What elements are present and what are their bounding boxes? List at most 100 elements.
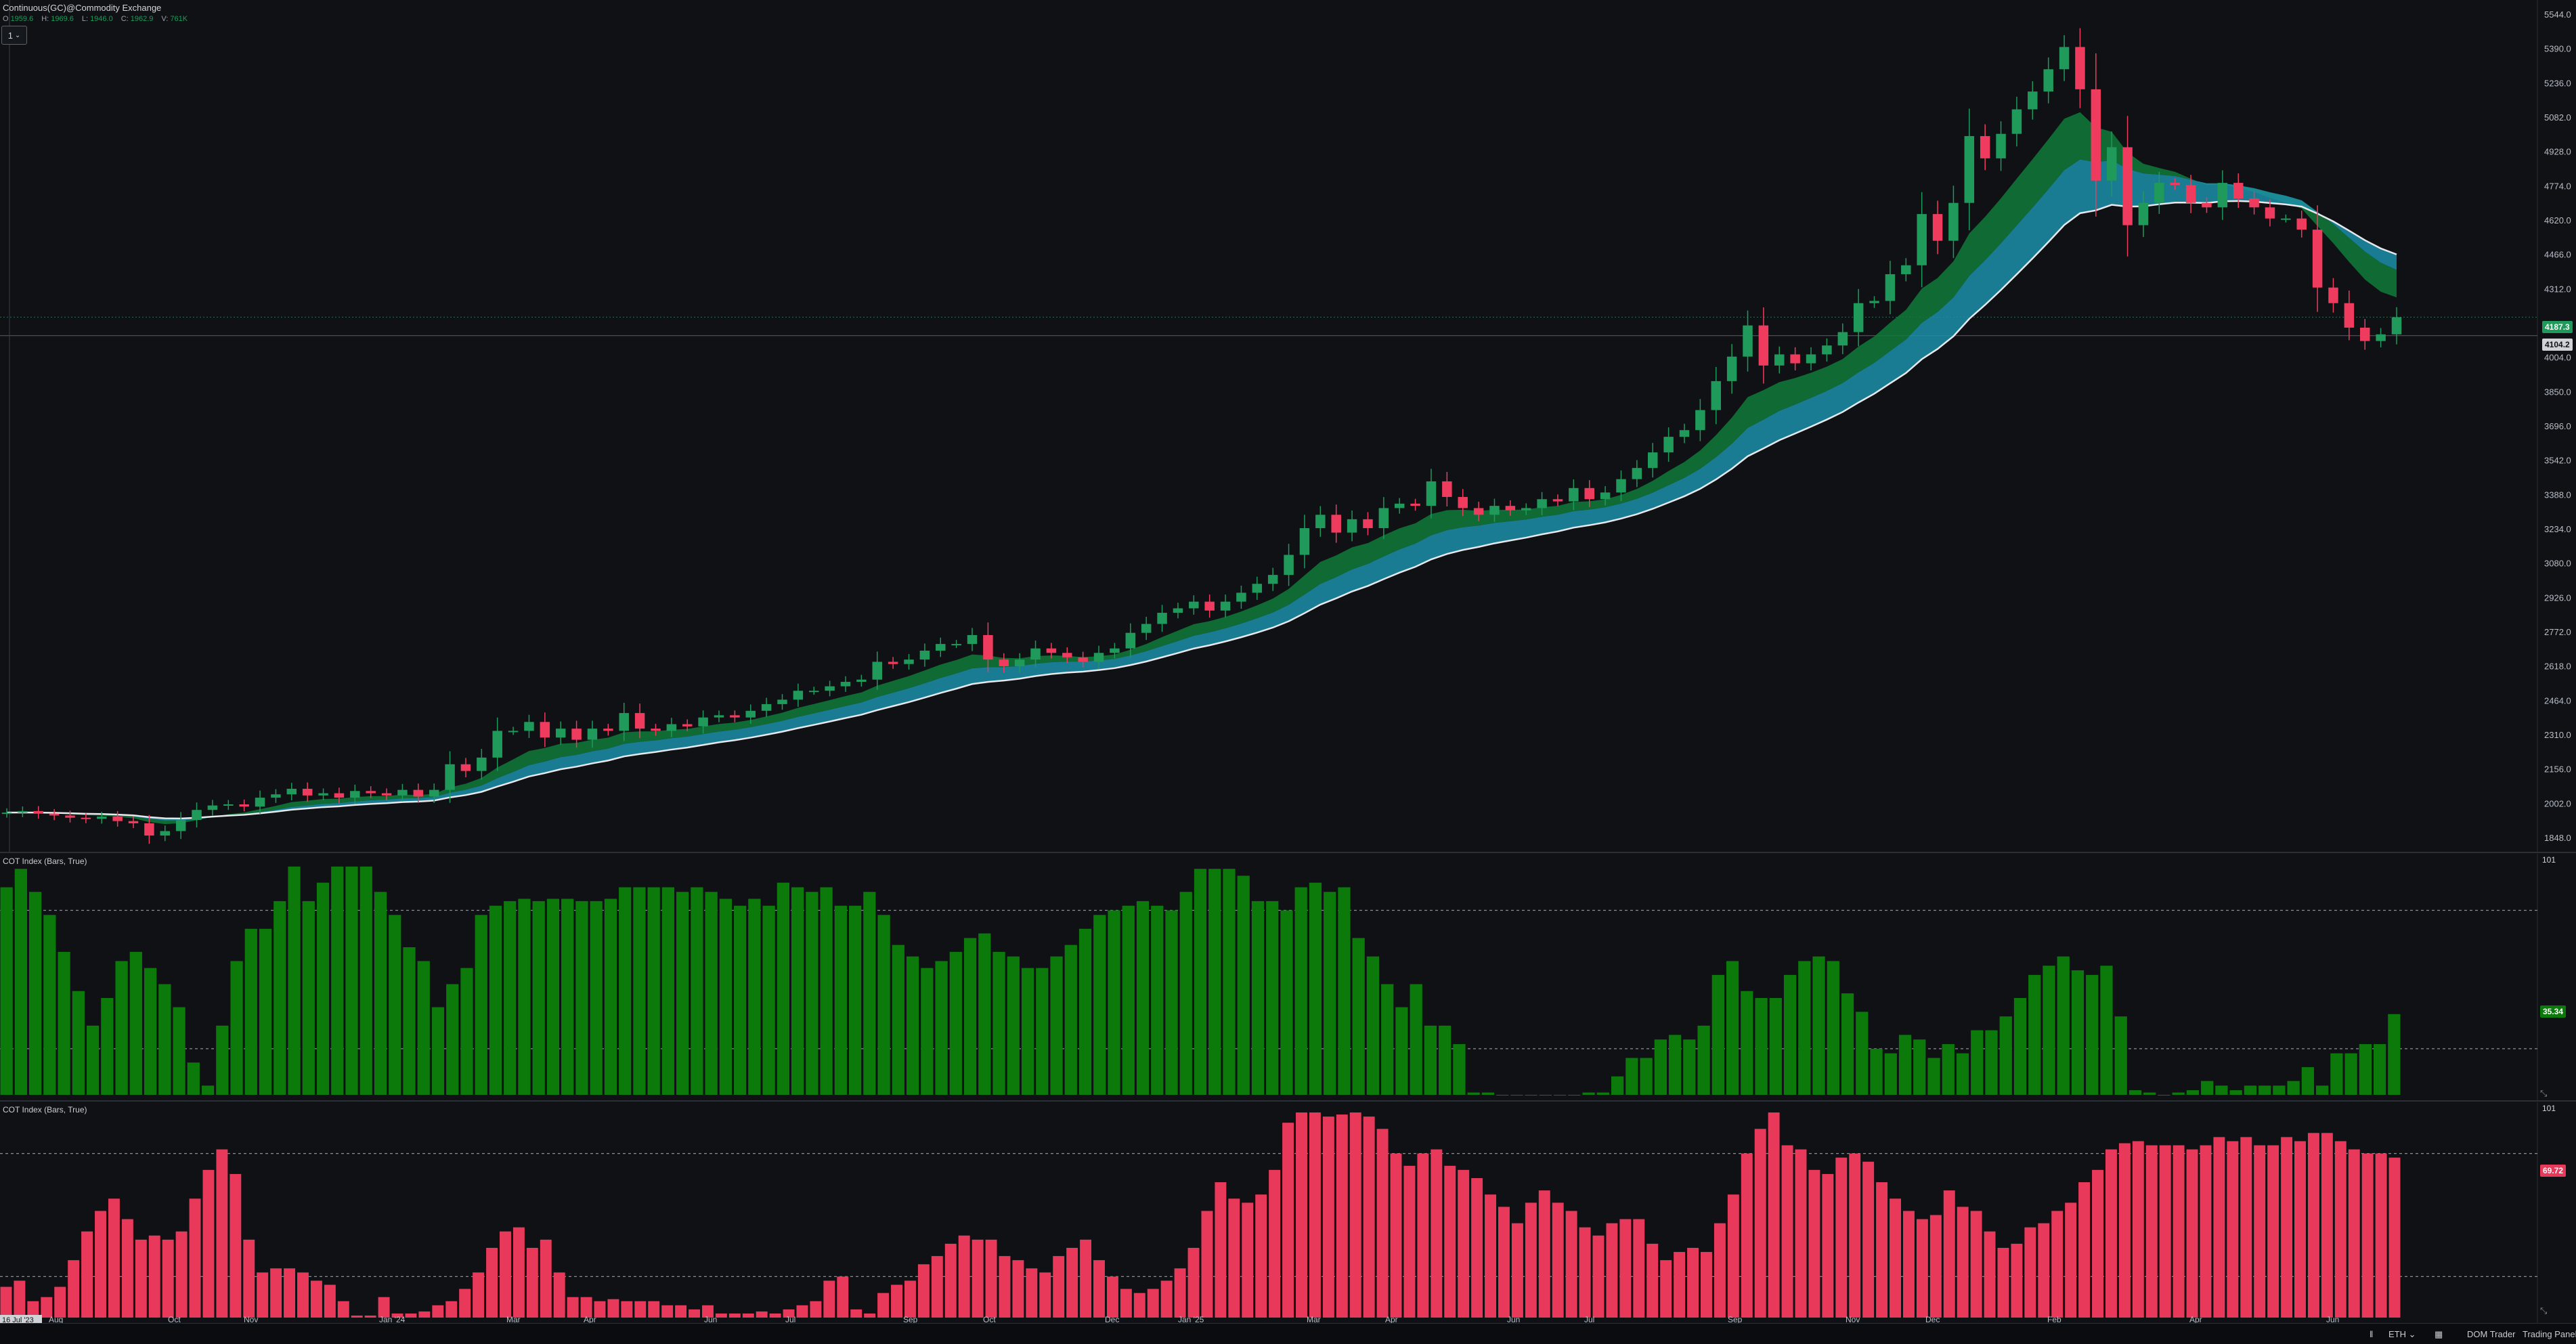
candle[interactable] bbox=[1552, 494, 1563, 506]
candle[interactable] bbox=[1774, 346, 1785, 374]
candle[interactable] bbox=[1853, 288, 1864, 347]
candle[interactable] bbox=[1315, 506, 1326, 537]
candle[interactable] bbox=[1679, 423, 1690, 443]
candle[interactable] bbox=[350, 784, 360, 804]
candle[interactable] bbox=[2391, 307, 2402, 345]
candle[interactable] bbox=[318, 788, 328, 800]
candle[interactable] bbox=[2202, 197, 2212, 213]
candle[interactable] bbox=[1442, 471, 1452, 506]
candle[interactable] bbox=[81, 813, 91, 823]
candle[interactable] bbox=[919, 643, 930, 667]
candle[interactable] bbox=[223, 800, 234, 810]
candle[interactable] bbox=[1, 808, 12, 818]
candle[interactable] bbox=[2106, 131, 2117, 196]
candle[interactable] bbox=[1885, 261, 1896, 315]
candle[interactable] bbox=[555, 721, 566, 745]
candle[interactable] bbox=[999, 653, 1009, 673]
candle[interactable] bbox=[2281, 214, 2291, 223]
candle[interactable] bbox=[1252, 576, 1263, 600]
candle[interactable] bbox=[1837, 323, 1848, 355]
candle[interactable] bbox=[888, 657, 898, 669]
candle[interactable] bbox=[1648, 443, 1658, 478]
candle[interactable] bbox=[2217, 170, 2228, 220]
candle[interactable] bbox=[951, 640, 961, 649]
candle[interactable] bbox=[730, 710, 740, 722]
candle[interactable] bbox=[33, 806, 44, 819]
candle[interactable] bbox=[2233, 173, 2244, 209]
candle[interactable] bbox=[1394, 498, 1405, 514]
candle[interactable] bbox=[2296, 211, 2307, 238]
candle[interactable] bbox=[1125, 623, 1136, 658]
candle[interactable] bbox=[1363, 512, 1373, 536]
candle[interactable] bbox=[1267, 567, 1278, 591]
candle[interactable] bbox=[1157, 605, 1167, 632]
cot-index-chart-red[interactable] bbox=[0, 1102, 2576, 1323]
candle[interactable] bbox=[271, 789, 281, 803]
candle[interactable] bbox=[144, 815, 154, 844]
candle[interactable] bbox=[18, 806, 28, 817]
candle[interactable] bbox=[160, 825, 171, 842]
candle[interactable] bbox=[1062, 647, 1072, 664]
candle[interactable] bbox=[2170, 177, 2180, 190]
candle[interactable] bbox=[508, 727, 519, 735]
candle[interactable] bbox=[2043, 57, 2053, 104]
candle[interactable] bbox=[192, 802, 202, 828]
candle[interactable] bbox=[381, 788, 392, 800]
candle[interactable] bbox=[714, 710, 724, 722]
candle[interactable] bbox=[2265, 199, 2275, 227]
candle[interactable] bbox=[1331, 504, 1341, 543]
candle[interactable] bbox=[1014, 653, 1025, 673]
session-selector[interactable]: ETH ⌄ bbox=[2388, 1329, 2416, 1340]
candle[interactable] bbox=[872, 651, 883, 690]
candle[interactable] bbox=[619, 702, 629, 741]
candle[interactable] bbox=[1521, 503, 1531, 515]
candle[interactable] bbox=[1093, 645, 1104, 669]
cot-index-pane-green[interactable]: COT Index (Bars, True) 101 35.34 ⤡ bbox=[0, 854, 2576, 1100]
candle[interactable] bbox=[239, 799, 249, 812]
candle[interactable] bbox=[761, 697, 772, 718]
candle[interactable] bbox=[1110, 643, 1120, 659]
candle[interactable] bbox=[1173, 603, 1183, 619]
candle[interactable] bbox=[682, 719, 693, 731]
candle[interactable] bbox=[429, 783, 439, 803]
candle[interactable] bbox=[1378, 497, 1389, 540]
candle[interactable] bbox=[1236, 585, 1246, 609]
candle[interactable] bbox=[1078, 651, 1088, 668]
dom-trader-button[interactable]: DOM Trader bbox=[2467, 1329, 2516, 1339]
candle[interactable] bbox=[2075, 28, 2085, 108]
candle[interactable] bbox=[2091, 53, 2101, 217]
candle[interactable] bbox=[1758, 307, 1769, 384]
candle[interactable] bbox=[334, 787, 345, 804]
candle[interactable] bbox=[603, 724, 613, 736]
candle[interactable] bbox=[2312, 205, 2323, 312]
candle[interactable] bbox=[2185, 175, 2196, 213]
candle[interactable] bbox=[2011, 96, 2022, 147]
candle[interactable] bbox=[1695, 399, 1705, 441]
candle[interactable] bbox=[1284, 544, 1294, 586]
resize-icon[interactable]: ⤡ bbox=[2540, 1088, 2548, 1098]
candle[interactable] bbox=[1964, 108, 1975, 231]
candle[interactable] bbox=[1189, 595, 1199, 615]
candle[interactable] bbox=[745, 704, 756, 724]
pane-divider[interactable] bbox=[0, 852, 2576, 853]
pane-divider[interactable] bbox=[0, 1100, 2576, 1102]
candle[interactable] bbox=[540, 712, 550, 747]
candle[interactable] bbox=[1901, 258, 1911, 282]
candle[interactable] bbox=[793, 683, 804, 707]
candle[interactable] bbox=[1822, 338, 1832, 362]
candle[interactable] bbox=[97, 812, 107, 824]
candle[interactable] bbox=[112, 810, 123, 827]
candle[interactable] bbox=[777, 694, 787, 710]
candle[interactable] bbox=[825, 680, 835, 697]
candle[interactable] bbox=[2028, 81, 2038, 120]
candle[interactable] bbox=[1932, 200, 1943, 255]
candle[interactable] bbox=[1569, 479, 1579, 511]
trading-panel-button[interactable]: Trading Panel bbox=[2523, 1329, 2576, 1339]
candle[interactable] bbox=[571, 720, 582, 748]
resize-icon[interactable]: ⤡ bbox=[2540, 1305, 2548, 1316]
candle[interactable] bbox=[1869, 296, 1879, 308]
candle[interactable] bbox=[1980, 124, 1990, 171]
candle[interactable] bbox=[1505, 500, 1516, 516]
candle[interactable] bbox=[1347, 511, 1357, 542]
candle[interactable] bbox=[255, 790, 265, 814]
